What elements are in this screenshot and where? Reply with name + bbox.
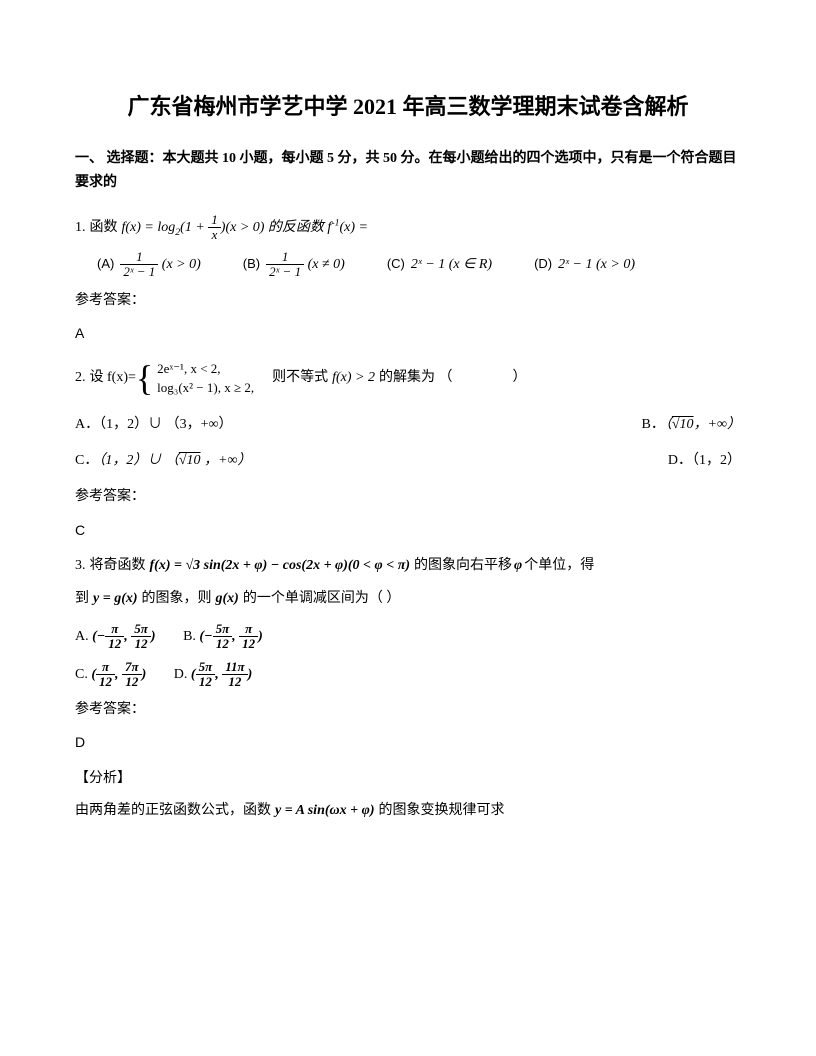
q2-ineq: f(x) > 2 xyxy=(332,367,375,389)
q3-optC: C. (π12, 7π12) xyxy=(75,660,146,690)
q3-formula: f(x) = √3 sin(2x + φ) − cos(2x + φ)(0 < … xyxy=(150,555,411,577)
q3-prefix: 将奇函数 xyxy=(90,555,146,577)
q3-gx: g(x) xyxy=(216,588,239,610)
q1-optC-label: (C) xyxy=(387,254,405,275)
q3-analysis-label: 【分析】 xyxy=(75,768,741,790)
q3-optB: B. (−5π12, π12) xyxy=(183,622,263,652)
q1-optD: 2ˣ − 1 (x > 0) xyxy=(558,254,635,276)
q2-suffix1: 则不等式 xyxy=(272,367,328,389)
q2-suffix2: 的解集为 （ xyxy=(379,367,453,389)
q3-mid1: 的图象向右平移 xyxy=(414,555,512,577)
q2-optD: D．（1，2） xyxy=(668,450,741,472)
q1-optD-label: (D) xyxy=(534,254,552,275)
q3-answer-label: 参考答案： xyxy=(75,699,741,721)
q2-number: 2. xyxy=(75,367,86,389)
q2-answer-label: 参考答案： xyxy=(75,486,741,508)
q1-options: (A) 12ˣ − 1 (x > 0) (B) 12ˣ − 1 (x ≠ 0) … xyxy=(75,250,741,280)
question-3: 3. 将奇函数 f(x) = √3 sin(2x + φ) − cos(2x +… xyxy=(75,555,741,823)
q1-optC: 2ˣ − 1 (x ∈ R) xyxy=(411,254,492,276)
q1-optA-label: (A) xyxy=(97,254,114,275)
q2-prefix: 设 f(x)= xyxy=(90,367,136,389)
page-title: 广东省梅州市学艺中学 2021 年高三数学理期末试卷含解析 xyxy=(75,90,741,123)
q1-optB: 12ˣ − 1 (x ≠ 0) xyxy=(266,250,345,280)
q3-phi: φ xyxy=(514,555,522,577)
q3-optA: A. (−π12, 5π12) xyxy=(75,622,156,652)
q2-optB: B．（√10，+∞） xyxy=(642,414,741,436)
q3-yg: y = g(x) xyxy=(93,588,138,610)
q2-answer: C xyxy=(75,519,741,541)
q2-piecewise: { 2eˣ⁻¹, x < 2, log₃(x² − 1), x ≥ 2, xyxy=(136,359,254,398)
q3-analysis-text: 由两角差的正弦函数公式，函数 y = A sin(ωx + φ) 的图象变换规律… xyxy=(75,800,741,822)
q1-number: 1. xyxy=(75,217,86,239)
q3-number: 3. xyxy=(75,555,86,577)
q1-formula: f(x) = log2(1 + 1x)(x > 0) 的反函数 f-1(x) = xyxy=(122,213,369,243)
q1-answer: A xyxy=(75,322,741,344)
q1-optB-label: (B) xyxy=(243,254,260,275)
q3-line2c: 的一个单调减区间为（ ） xyxy=(243,588,401,610)
q3-line2b: 的图象，则 xyxy=(142,588,212,610)
q2-optC: C．（1，2）∪ （√10 ，+∞） xyxy=(75,450,251,472)
q2-suffix3: ） xyxy=(512,367,526,389)
q2-optA: A．（1，2）∪ （3，+∞） xyxy=(75,414,233,436)
q3-mid2: 个单位，得 xyxy=(524,555,594,577)
question-1: 1. 函数 f(x) = log2(1 + 1x)(x > 0) 的反函数 f-… xyxy=(75,213,741,345)
q1-answer-label: 参考答案： xyxy=(75,290,741,312)
section-heading: 一、 选择题：本大题共 10 小题，每小题 5 分，共 50 分。在每小题给出的… xyxy=(75,147,741,195)
q3-answer: D xyxy=(75,731,741,753)
q3-optD: D. (5π12, 11π12) xyxy=(174,660,252,690)
q1-prefix: 函数 xyxy=(90,217,118,239)
q1-optA: 12ˣ − 1 (x > 0) xyxy=(120,250,200,280)
question-2: 2. 设 f(x)= { 2eˣ⁻¹, x < 2, log₃(x² − 1),… xyxy=(75,359,741,542)
q3-line2a: 到 xyxy=(75,588,89,610)
